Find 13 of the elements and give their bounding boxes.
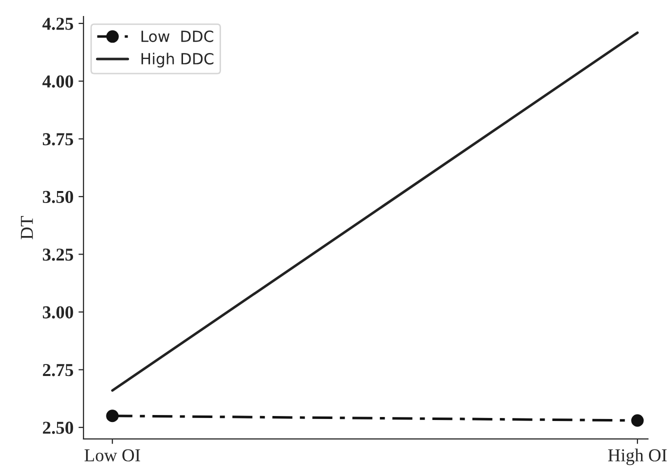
legend-label: High DDC (142, 52, 214, 68)
legend-label: Low DDC (142, 30, 214, 42)
y-tick-label: 2.50 (42, 422, 74, 434)
y-tick-label: 4.00 (42, 75, 74, 88)
y-axis-title: DT (20, 216, 33, 240)
y-tick-label: 4.25 (42, 18, 74, 30)
y-tick-label: 3.00 (42, 306, 74, 319)
y-tick-label: 3.50 (42, 190, 74, 204)
y-tick-label: 3.25 (42, 248, 74, 261)
y-tick-label: 3.75 (42, 133, 74, 146)
y-tick-label: 2.75 (42, 364, 74, 376)
x-tick-label: High OI (608, 448, 667, 466)
x-tick-label: Low OI (84, 449, 140, 462)
